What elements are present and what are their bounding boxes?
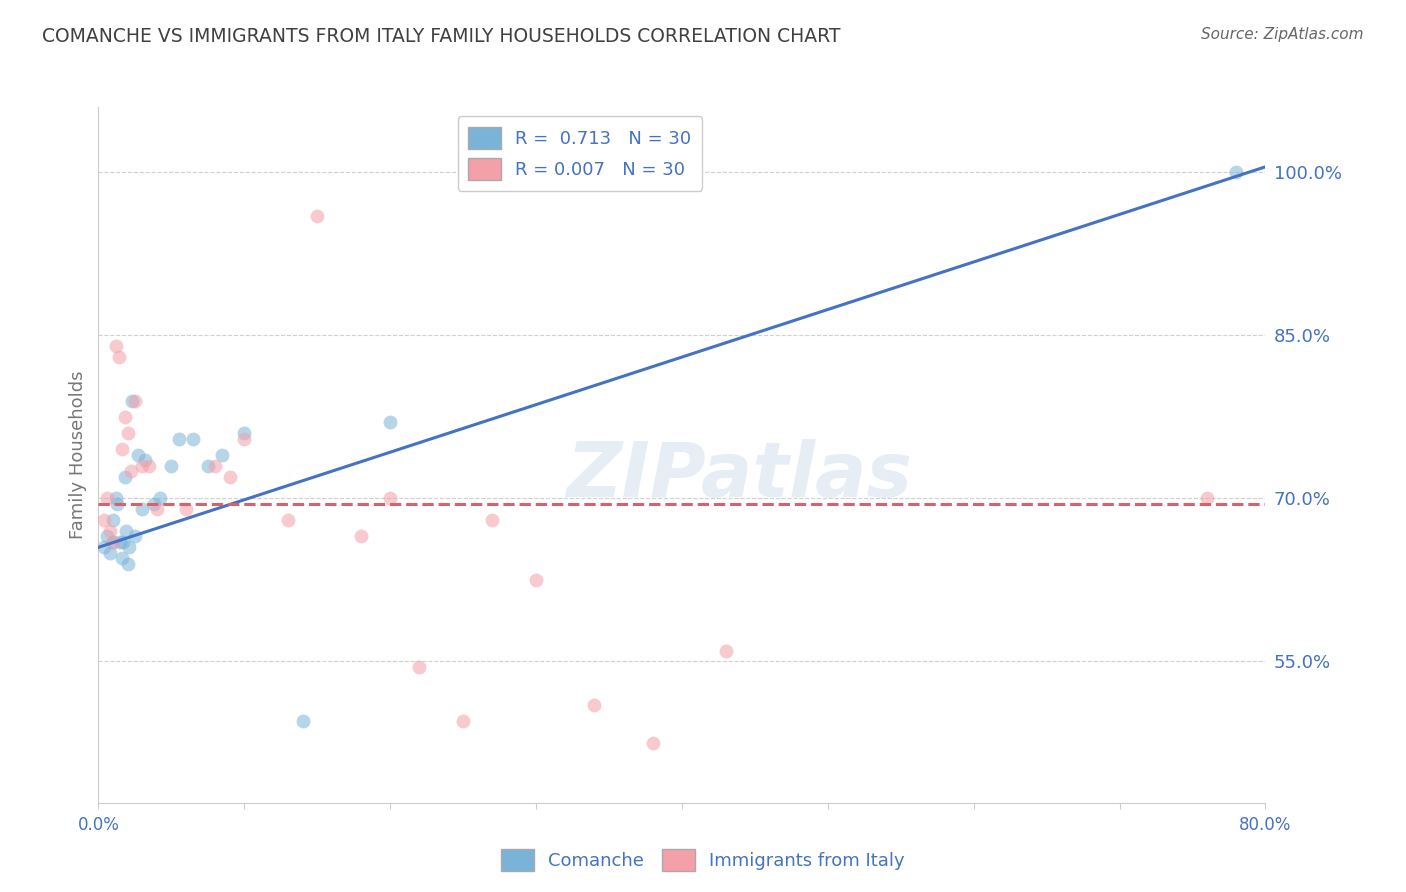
Point [101,513,124,527]
Point [105,497,128,511]
Point [117,557,139,571]
Point [127,448,149,462]
Point [98,524,121,538]
Point [1195,491,1218,506]
Point [524,573,547,587]
Point [204,458,226,473]
Text: Source: ZipAtlas.com: Source: ZipAtlas.com [1201,27,1364,42]
Legend: Comanche, Immigrants from Italy: Comanche, Immigrants from Italy [494,842,912,879]
Point [115,524,138,538]
Text: 0.0%: 0.0% [77,816,120,834]
Point [408,660,430,674]
Point [101,535,124,549]
Y-axis label: Family Households: Family Households [69,371,87,539]
Point [111,442,134,457]
Point [124,393,146,408]
Point [93,541,115,555]
Point [378,491,402,506]
Point [112,535,135,549]
Point [233,432,256,446]
Point [451,714,474,729]
Point [378,415,402,429]
Point [350,529,373,543]
Point [114,469,136,483]
Legend: R =  0.713   N = 30, R = 0.007   N = 30: R = 0.713 N = 30, R = 0.007 N = 30 [457,116,702,191]
Point [714,643,737,657]
Point [1225,165,1247,179]
Point [146,502,169,516]
Point [174,502,197,516]
Point [160,458,183,473]
Point [142,497,165,511]
Point [121,393,143,408]
Point [149,491,172,506]
Text: 80.0%: 80.0% [1239,816,1292,834]
Point [481,513,503,527]
Point [218,469,240,483]
Point [277,513,299,527]
Point [181,432,204,446]
Point [131,502,153,516]
Point [124,529,146,543]
Point [98,546,121,560]
Point [104,491,127,506]
Point [233,426,256,441]
Point [110,535,132,549]
Point [117,426,139,441]
Point [114,409,136,424]
Point [108,350,131,364]
Point [96,529,118,543]
Point [211,448,233,462]
Point [307,209,329,223]
Point [111,551,134,566]
Point [291,714,314,729]
Point [131,458,153,473]
Text: ZIPatlas: ZIPatlas [567,439,914,513]
Point [167,432,190,446]
Point [93,513,115,527]
Point [197,458,219,473]
Point [101,535,124,549]
Point [138,458,160,473]
Point [641,736,664,750]
Point [583,698,606,712]
Point [96,491,118,506]
Text: COMANCHE VS IMMIGRANTS FROM ITALY FAMILY HOUSEHOLDS CORRELATION CHART: COMANCHE VS IMMIGRANTS FROM ITALY FAMILY… [42,27,841,45]
Point [120,464,142,478]
Point [118,541,141,555]
Point [104,339,127,353]
Point [134,453,156,467]
